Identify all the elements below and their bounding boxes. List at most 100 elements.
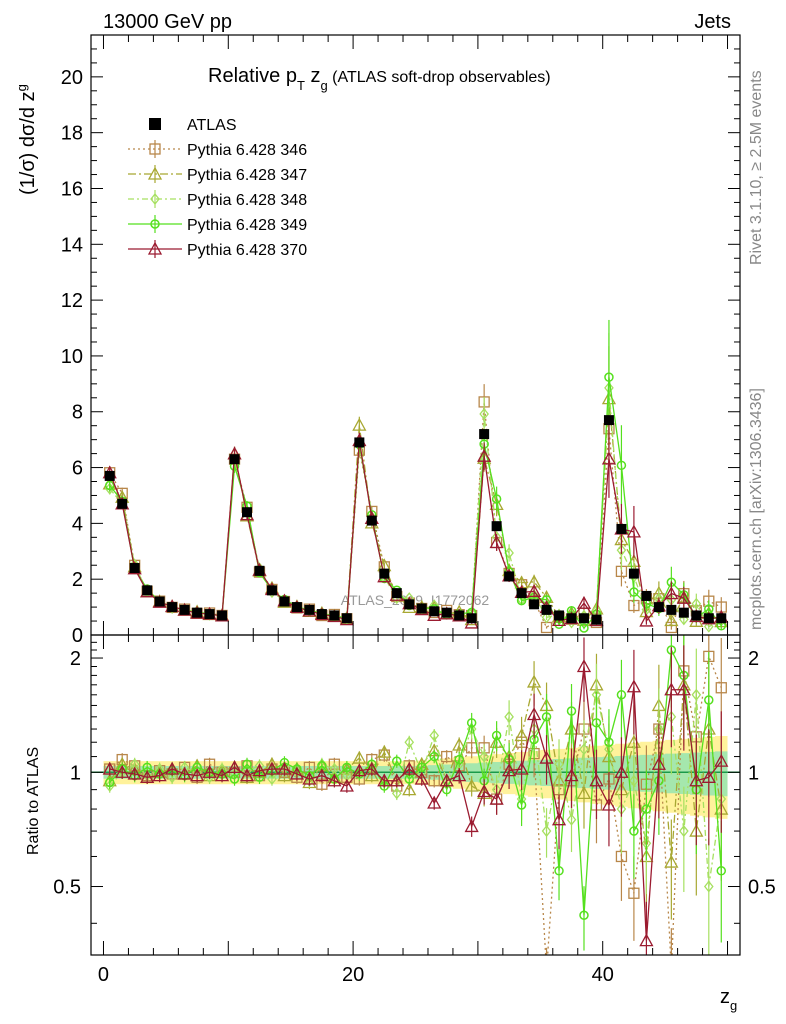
series-point-ratio: [554, 866, 564, 876]
series-point-ratio: [165, 761, 180, 775]
x-tick-label: 40: [592, 964, 614, 986]
atlas-data-point: [379, 568, 390, 579]
series-point-ratio: [629, 774, 639, 787]
atlas-data-point: [192, 607, 203, 618]
atlas-data-point: [603, 415, 614, 426]
atlas-data-point: [479, 429, 490, 440]
x-axis-label-sub: g: [730, 998, 737, 1013]
series-point-ratio: [502, 763, 517, 777]
series-point-main: [491, 494, 502, 504]
atlas-data-point: [266, 585, 277, 596]
y-tick-label: 18: [61, 123, 83, 145]
series-point-ratio: [676, 682, 691, 696]
series-point-ratio: [614, 764, 629, 778]
series-main-2: [104, 333, 727, 633]
series-point-ratio: [342, 762, 352, 773]
series-point-main: [664, 613, 679, 627]
series-point-ratio: [202, 764, 217, 778]
analysis-watermark: ATLAS_2019_I1772062: [341, 592, 490, 608]
mcplots-label: mcplots.cern.ch [arXiv:1306.3436]: [748, 388, 765, 630]
atlas-data-point: [666, 604, 677, 615]
atlas-data-point: [516, 588, 527, 599]
x-tick-label: 20: [342, 964, 364, 986]
series-point-ratio: [479, 750, 489, 763]
series-point-ratio: [489, 791, 504, 805]
atlas-data-point: [291, 602, 302, 613]
atlas-data-point: [167, 602, 178, 613]
series-point-main: [352, 417, 367, 431]
atlas-data-point: [628, 568, 639, 579]
atlas-data: [104, 415, 727, 625]
series-point-ratio: [189, 768, 205, 782]
ratio-tick-label-right: 0.5: [748, 877, 776, 899]
series-point-ratio: [715, 682, 727, 694]
rivet-label: Rivet 3.1.10, ≥ 2.5M events: [748, 70, 765, 265]
y-tick-label: 6: [72, 458, 83, 480]
series-point-main: [526, 584, 542, 598]
title-rest: (ATLAS soft-drop observables): [328, 69, 551, 86]
atlas-data-point: [429, 606, 440, 617]
x-axis-label: zg: [720, 986, 737, 1013]
series-line-ratio-0: [109, 653, 722, 955]
series-point-ratio: [104, 777, 115, 788]
series-point-ratio: [679, 825, 689, 838]
series-point-ratio: [651, 756, 666, 770]
series-point-ratio: [716, 866, 727, 876]
series-point-ratio: [539, 750, 554, 764]
series-point-ratio: [664, 854, 679, 868]
series-point-ratio: [389, 773, 404, 787]
x-tick-label: 0: [98, 964, 109, 986]
series-ratio-4: [102, 637, 729, 955]
atlas-data-point: [416, 603, 427, 614]
atlas-data-point: [716, 613, 727, 624]
legend-label: Pythia 6.428 348: [187, 192, 307, 209]
series-point-ratio: [566, 813, 577, 826]
series-point-ratio: [302, 771, 317, 785]
legend-label: ATLAS: [187, 117, 237, 134]
legend-label: Pythia 6.428 370: [187, 242, 307, 259]
series-point-ratio: [429, 729, 440, 742]
atlas-data-point: [441, 607, 452, 618]
atlas-data-point: [578, 613, 589, 624]
series-point-ratio: [454, 754, 464, 765]
series-point-ratio: [477, 784, 492, 798]
y-tick-label: 10: [61, 346, 83, 368]
main-panel-series: [102, 319, 729, 634]
series-point-main: [576, 595, 592, 609]
series-point-ratio: [579, 743, 589, 756]
ratio-tick-label-right: 1: [748, 762, 759, 784]
series-point-ratio: [352, 750, 367, 764]
atlas-data-point: [554, 610, 565, 621]
series-point-main: [679, 613, 689, 626]
series-point-ratio: [566, 706, 577, 716]
legend-label: Pythia 6.428 347: [187, 167, 307, 184]
legend-atlas-marker: [149, 118, 161, 130]
ratio-tick-label-right: 2: [748, 648, 759, 670]
series-point-ratio: [639, 933, 654, 947]
chart-title: Relative pT zg (ATLAS soft-drop observab…: [208, 65, 551, 93]
atlas-data-point: [154, 596, 165, 607]
atlas-data-point: [304, 604, 315, 615]
series-point-ratio: [214, 768, 230, 782]
series-point-ratio: [541, 825, 552, 838]
atlas-data-point: [354, 437, 365, 448]
series-point-main: [703, 620, 714, 633]
series-point-ratio: [464, 819, 479, 833]
series-point-ratio: [542, 966, 552, 976]
atlas-data-point: [391, 588, 402, 599]
ratio-frame: [90, 634, 741, 956]
series-point-ratio: [452, 768, 467, 782]
y-tick-label: 16: [61, 178, 83, 200]
series-point-ratio: [402, 761, 417, 775]
series-point-ratio: [439, 773, 454, 787]
legend-marker: [150, 192, 160, 206]
legend-label: Pythia 6.428 349: [187, 217, 307, 234]
title-sub-T: T: [297, 78, 305, 93]
series-point-ratio: [104, 779, 115, 793]
series-point-ratio: [452, 737, 467, 751]
legend-marker: [149, 143, 161, 155]
series-point-ratio: [504, 710, 514, 723]
series-point-ratio: [689, 773, 704, 787]
legend-label: Pythia 6.428 346: [187, 142, 307, 159]
